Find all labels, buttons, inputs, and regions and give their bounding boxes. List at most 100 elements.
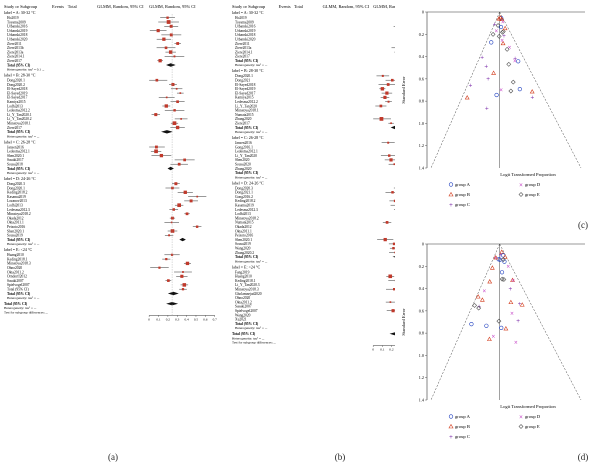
x-tick-label: 0.4 [184,317,189,321]
study-name: Numata2015 [235,221,254,225]
legend-marker-group-b [448,191,454,197]
data-point-group-b [529,89,535,94]
study-name: Urbanski2019 [235,29,256,33]
subtotal-diamond [165,63,176,67]
data-point-group-d: × [511,278,515,284]
data-point-group-a [484,323,489,328]
y-tick-label: 0.6 [419,76,424,81]
y-tick-label: 1.0 [419,353,424,358]
point-marker [169,24,173,28]
point-marker [154,145,158,149]
study-name: Zhang2020 [235,117,252,121]
study-name: Zhang2020.2 [235,251,254,255]
x-tick-label: 0 [148,317,150,321]
overall-heterogeneity: Heterogeneity: tau² = ... [4,306,36,310]
data-point-group-e [501,277,507,282]
point-marker [156,29,160,33]
study-name: Ledesma2012.1 [7,150,30,154]
data-point-group-c: + [518,302,522,308]
point-marker [386,83,390,86]
legend-label: group A [455,414,471,419]
study-name: Shen2020.1 [235,238,252,242]
y-tick-label: 1.0 [419,121,424,126]
legend-marker-group-b [448,423,454,429]
legend-label: group B [455,192,470,197]
study-name: Peixoto2016 [235,234,253,238]
study-name: Urbanski2018 [235,33,256,37]
point-marker [166,16,169,19]
point-marker [170,221,173,224]
study-name: Minatoya2018.3 [7,262,31,266]
point-marker [176,42,180,45]
y-axis-label: Standard Error [401,308,406,336]
study-name: Toyama2009 [235,20,254,24]
funnel-panel-d: 0 0.2 0.4 0.6 0.8 1.0 1.2 1.4 Standard Error Logi… [395,232,600,464]
study-name: Kasama2019 [7,195,26,199]
data-point-group-a [469,321,474,327]
study-name: Keding2018.1 [235,279,256,283]
data-point-group-b [464,95,470,100]
header-total: Total [68,4,78,9]
point-marker [185,212,189,216]
point-marker [164,46,168,50]
study-name: Wang2020 [235,247,251,251]
point-marker [388,274,393,279]
point-marker [165,257,168,261]
study-name: Dong2021 [235,79,250,83]
study-name: Ziere2013a [235,46,252,50]
study-name: Li_Y_Tan2020.3 [235,283,260,287]
point-marker [171,186,174,190]
point-marker [171,216,174,220]
point-marker [162,37,166,41]
data-point-group-e [504,46,510,52]
study-name: Ziere2017 [235,122,250,126]
point-marker [174,182,178,186]
data-point-group-d: × [491,334,495,340]
subgroup-total: Total (95% CI) [235,322,259,326]
point-marker [390,78,394,82]
study-name: Li_Y_Tan2020 [235,154,257,158]
x-tick-label: 0.6 [203,317,208,321]
subgroup-label: label = B: 28-30 °C [4,73,36,78]
point-marker [154,149,158,154]
header-glmm-plot: GLMM, Random, 95% CI [149,4,196,10]
point-marker [387,100,390,103]
data-point-group-c: + [493,22,497,28]
point-marker [182,271,184,273]
data-point-group-c: + [516,319,520,325]
header-total: Total [294,4,304,9]
data-point-group-b [491,70,496,75]
study-name: Ledesma2012.3 [235,208,258,212]
header-glmm-ci: GLMM, Random, 95% CI [97,4,144,10]
subgroup-label: label = B: 28-30 °C [232,68,264,73]
point-marker [391,191,394,194]
data-point-group-d: × [493,256,497,262]
y-tick-label: 0.2 [419,264,424,269]
legend-label: group D [525,182,541,187]
overall-diamond [166,302,179,306]
study-name: Urbanski2016 [7,25,28,29]
data-point-group-b [499,249,505,254]
point-marker [180,118,182,120]
header-events: Events [279,4,291,9]
point-marker [169,33,173,37]
x-axis-label: Logit Transformed Proportion [500,404,556,409]
study-name: Li_Y_Tan2020 [235,104,257,108]
heterogeneity-text: Heterogeneity: tau² = ... [235,130,267,134]
heterogeneity-text: Heterogeneity: tau² = ... [7,296,39,300]
point-marker [172,121,177,126]
study-name: Lodhi2013 [235,212,251,216]
subtotal-diamond [167,166,174,171]
study-name: Li_Y_Tan2020.2 [7,117,32,121]
study-name: Kamiya2015 [235,96,254,100]
study-name: Ziere2017 [235,55,250,59]
data-point-group-d: × [501,20,505,26]
point-marker [380,87,385,91]
point-marker [392,242,396,246]
study-name: El-Sayed2017 [7,96,28,100]
point-marker [158,266,161,269]
point-marker [189,199,193,203]
data-point-group-e [500,257,506,263]
point-marker [176,100,179,104]
funnel-right-line [499,243,582,401]
